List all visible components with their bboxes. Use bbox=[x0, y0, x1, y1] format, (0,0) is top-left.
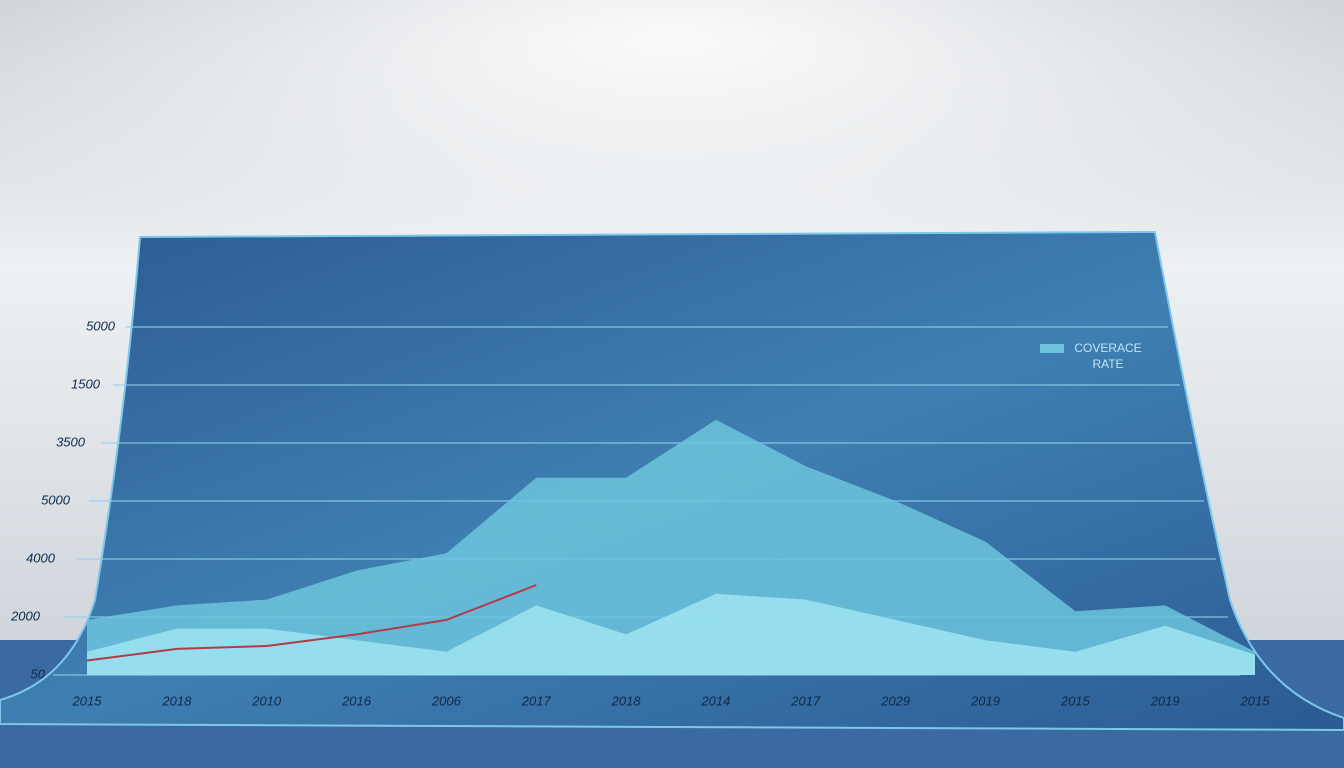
x-tick-label: 2015 bbox=[1240, 693, 1271, 708]
y-tick-label: 5000 bbox=[86, 318, 116, 333]
x-tick-label: 2006 bbox=[431, 693, 462, 708]
x-tick-label: 2029 bbox=[880, 693, 910, 708]
x-tick-label: 2018 bbox=[161, 693, 192, 708]
legend-swatch bbox=[1040, 344, 1064, 353]
x-tick-label: 2017 bbox=[521, 693, 552, 708]
x-tick-label: 2015 bbox=[72, 693, 103, 708]
x-tick-label: 2010 bbox=[251, 693, 282, 708]
line-series bbox=[86, 584, 537, 662]
y-tick-label: 4000 bbox=[26, 550, 56, 565]
x-tick-label: 2016 bbox=[341, 693, 372, 708]
x-tick-label: 2018 bbox=[611, 693, 642, 708]
x-tick-label: 2019 bbox=[970, 693, 1000, 708]
x-tick-label: 2015 bbox=[1060, 693, 1091, 708]
legend: COVERACE RATE bbox=[1040, 340, 1160, 372]
area-series bbox=[87, 419, 1255, 675]
y-tick-label: 2000 bbox=[10, 608, 41, 623]
y-tick-label: 1500 bbox=[71, 376, 101, 391]
x-tick-label: 2014 bbox=[700, 693, 730, 708]
y-tick-label: 3500 bbox=[56, 434, 86, 449]
x-tick-label: 2017 bbox=[790, 693, 821, 708]
legend-label: COVERACE RATE bbox=[1074, 341, 1142, 371]
y-tick-label: 5000 bbox=[41, 492, 71, 507]
area-series bbox=[87, 593, 1255, 675]
x-tick-label: 2019 bbox=[1150, 693, 1180, 708]
y-tick-label: 50 bbox=[31, 666, 46, 681]
